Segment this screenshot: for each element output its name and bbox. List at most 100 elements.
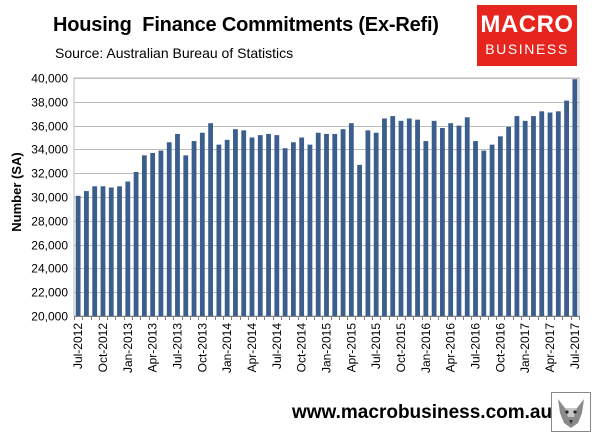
bar — [233, 129, 238, 316]
bar — [365, 130, 371, 316]
y-tick-label: 38,000 — [31, 96, 68, 110]
axes: 20,000 22,000 24,000 26,000 28,000 30,000 32,0… — [31, 72, 582, 374]
bar — [133, 172, 139, 316]
bar — [572, 79, 578, 316]
bar — [564, 100, 569, 316]
bar — [373, 132, 379, 316]
bar — [158, 150, 164, 316]
bar — [224, 139, 230, 316]
x-tick-label: Jul-2015 — [369, 323, 383, 369]
bar — [324, 133, 329, 316]
x-tick-label: Apr-2016 — [444, 323, 458, 373]
bar — [423, 141, 429, 316]
bar — [241, 130, 247, 316]
bar — [307, 144, 313, 316]
y-tick-label: 34,000 — [31, 143, 68, 157]
x-tick-label: Jul-2016 — [469, 323, 483, 369]
bar — [382, 118, 387, 317]
y-tick-label: 30,000 — [31, 191, 68, 205]
bar — [398, 120, 404, 316]
chart-title: Housing Finance Commitments (Ex-Refi) — [53, 14, 439, 36]
x-tick-label: Jan-2016 — [419, 323, 433, 373]
bar — [456, 125, 462, 316]
y-tick-label: 20,000 — [31, 310, 68, 324]
y-axis-label: Number (SA) — [9, 152, 24, 231]
bar — [539, 111, 545, 316]
bar — [415, 119, 420, 317]
bar — [531, 116, 536, 316]
bar — [406, 118, 412, 317]
bar — [257, 135, 263, 316]
bar — [290, 142, 296, 316]
logo-line-business: BUSINESS — [485, 41, 569, 57]
bar — [340, 129, 346, 316]
y-tick-label: 40,000 — [31, 72, 68, 86]
x-tick-label: Apr-2013 — [146, 323, 160, 373]
bar — [274, 135, 280, 316]
wolf-head-icon — [551, 392, 591, 432]
bar — [522, 120, 528, 316]
bar — [75, 195, 81, 316]
bar — [141, 155, 147, 316]
bar — [332, 133, 338, 316]
bar — [497, 136, 503, 316]
bar — [489, 144, 495, 316]
x-tick-label: Apr-2014 — [245, 323, 259, 373]
bar — [506, 126, 512, 316]
x-tick-label: Oct-2014 — [295, 323, 309, 373]
bar — [547, 112, 553, 316]
bar — [514, 116, 520, 316]
chart-subtitle: Source: Australian Bureau of Statistics — [55, 45, 294, 61]
bars — [75, 79, 578, 317]
bar — [473, 141, 478, 316]
bar — [266, 133, 271, 316]
bar — [431, 120, 437, 316]
x-tick-label: Jan-2017 — [518, 323, 532, 373]
x-tick-label: Apr-2017 — [543, 323, 557, 373]
y-tick-label: 26,000 — [31, 239, 68, 253]
bar — [282, 148, 288, 316]
y-tick-label: 22,000 — [31, 286, 68, 300]
bar — [150, 152, 156, 316]
bar — [100, 186, 106, 316]
x-tick-label: Oct-2012 — [96, 323, 110, 373]
bar — [208, 123, 213, 316]
bar — [199, 132, 205, 316]
bar — [348, 123, 354, 316]
x-tick-label: Oct-2015 — [394, 323, 408, 373]
y-tick-label: 36,000 — [31, 120, 68, 134]
bar — [315, 132, 321, 316]
bar — [166, 142, 172, 316]
bar — [390, 116, 396, 316]
bar — [108, 187, 114, 316]
x-tick-label: Jan-2015 — [320, 323, 334, 373]
bar — [183, 155, 189, 316]
bar — [249, 137, 255, 316]
bar — [481, 150, 487, 316]
bar — [216, 144, 222, 316]
logo-line-macro: MACRO — [480, 11, 574, 38]
bar — [84, 191, 89, 316]
bar — [448, 123, 454, 316]
website-url[interactable]: www.macrobusiness.com.au — [292, 402, 553, 423]
bar — [92, 186, 98, 316]
bar — [357, 164, 363, 316]
y-tick-label: 28,000 — [31, 215, 68, 229]
y-tick-label: 24,000 — [31, 262, 68, 276]
x-tick-label: Oct-2013 — [195, 323, 209, 373]
x-tick-label: Jul-2014 — [270, 323, 284, 369]
bar — [117, 186, 122, 316]
x-tick-label: Jan-2013 — [121, 323, 135, 373]
bar — [125, 181, 131, 316]
x-tick-label: Jan-2014 — [220, 323, 234, 373]
bar — [299, 137, 305, 316]
bar — [555, 111, 561, 316]
bar — [464, 117, 470, 317]
x-tick-label: Jul-2012 — [71, 323, 85, 369]
bar — [440, 127, 445, 316]
x-tick-label: Jul-2017 — [568, 323, 582, 369]
x-tick-label: Apr-2015 — [344, 323, 358, 373]
bar — [191, 141, 197, 316]
macrobusiness-logo[interactable]: MACRO BUSINESS — [477, 5, 577, 66]
